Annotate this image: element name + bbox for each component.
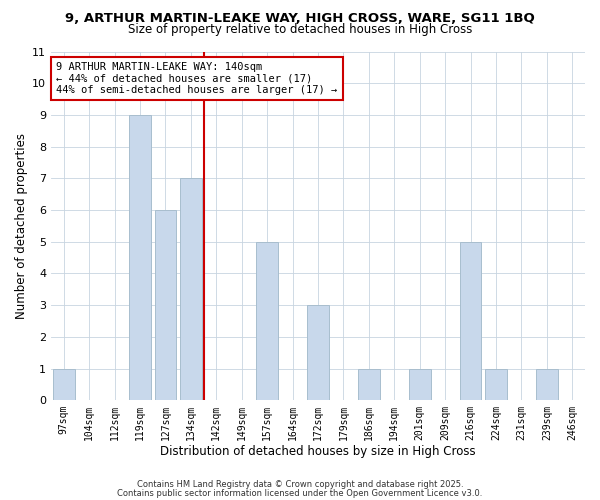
Text: Contains HM Land Registry data © Crown copyright and database right 2025.: Contains HM Land Registry data © Crown c… xyxy=(137,480,463,489)
Y-axis label: Number of detached properties: Number of detached properties xyxy=(15,133,28,319)
Bar xyxy=(358,368,380,400)
Text: Size of property relative to detached houses in High Cross: Size of property relative to detached ho… xyxy=(128,22,472,36)
Bar xyxy=(180,178,202,400)
Text: 9 ARTHUR MARTIN-LEAKE WAY: 140sqm
← 44% of detached houses are smaller (17)
44% : 9 ARTHUR MARTIN-LEAKE WAY: 140sqm ← 44% … xyxy=(56,62,338,95)
X-axis label: Distribution of detached houses by size in High Cross: Distribution of detached houses by size … xyxy=(160,444,476,458)
Bar xyxy=(409,368,431,400)
Bar xyxy=(307,305,329,400)
Text: Contains public sector information licensed under the Open Government Licence v3: Contains public sector information licen… xyxy=(118,489,482,498)
Text: 9, ARTHUR MARTIN-LEAKE WAY, HIGH CROSS, WARE, SG11 1BQ: 9, ARTHUR MARTIN-LEAKE WAY, HIGH CROSS, … xyxy=(65,12,535,26)
Bar xyxy=(460,242,481,400)
Bar xyxy=(155,210,176,400)
Bar xyxy=(256,242,278,400)
Bar xyxy=(485,368,507,400)
Bar xyxy=(53,368,74,400)
Bar xyxy=(129,115,151,400)
Bar xyxy=(536,368,557,400)
